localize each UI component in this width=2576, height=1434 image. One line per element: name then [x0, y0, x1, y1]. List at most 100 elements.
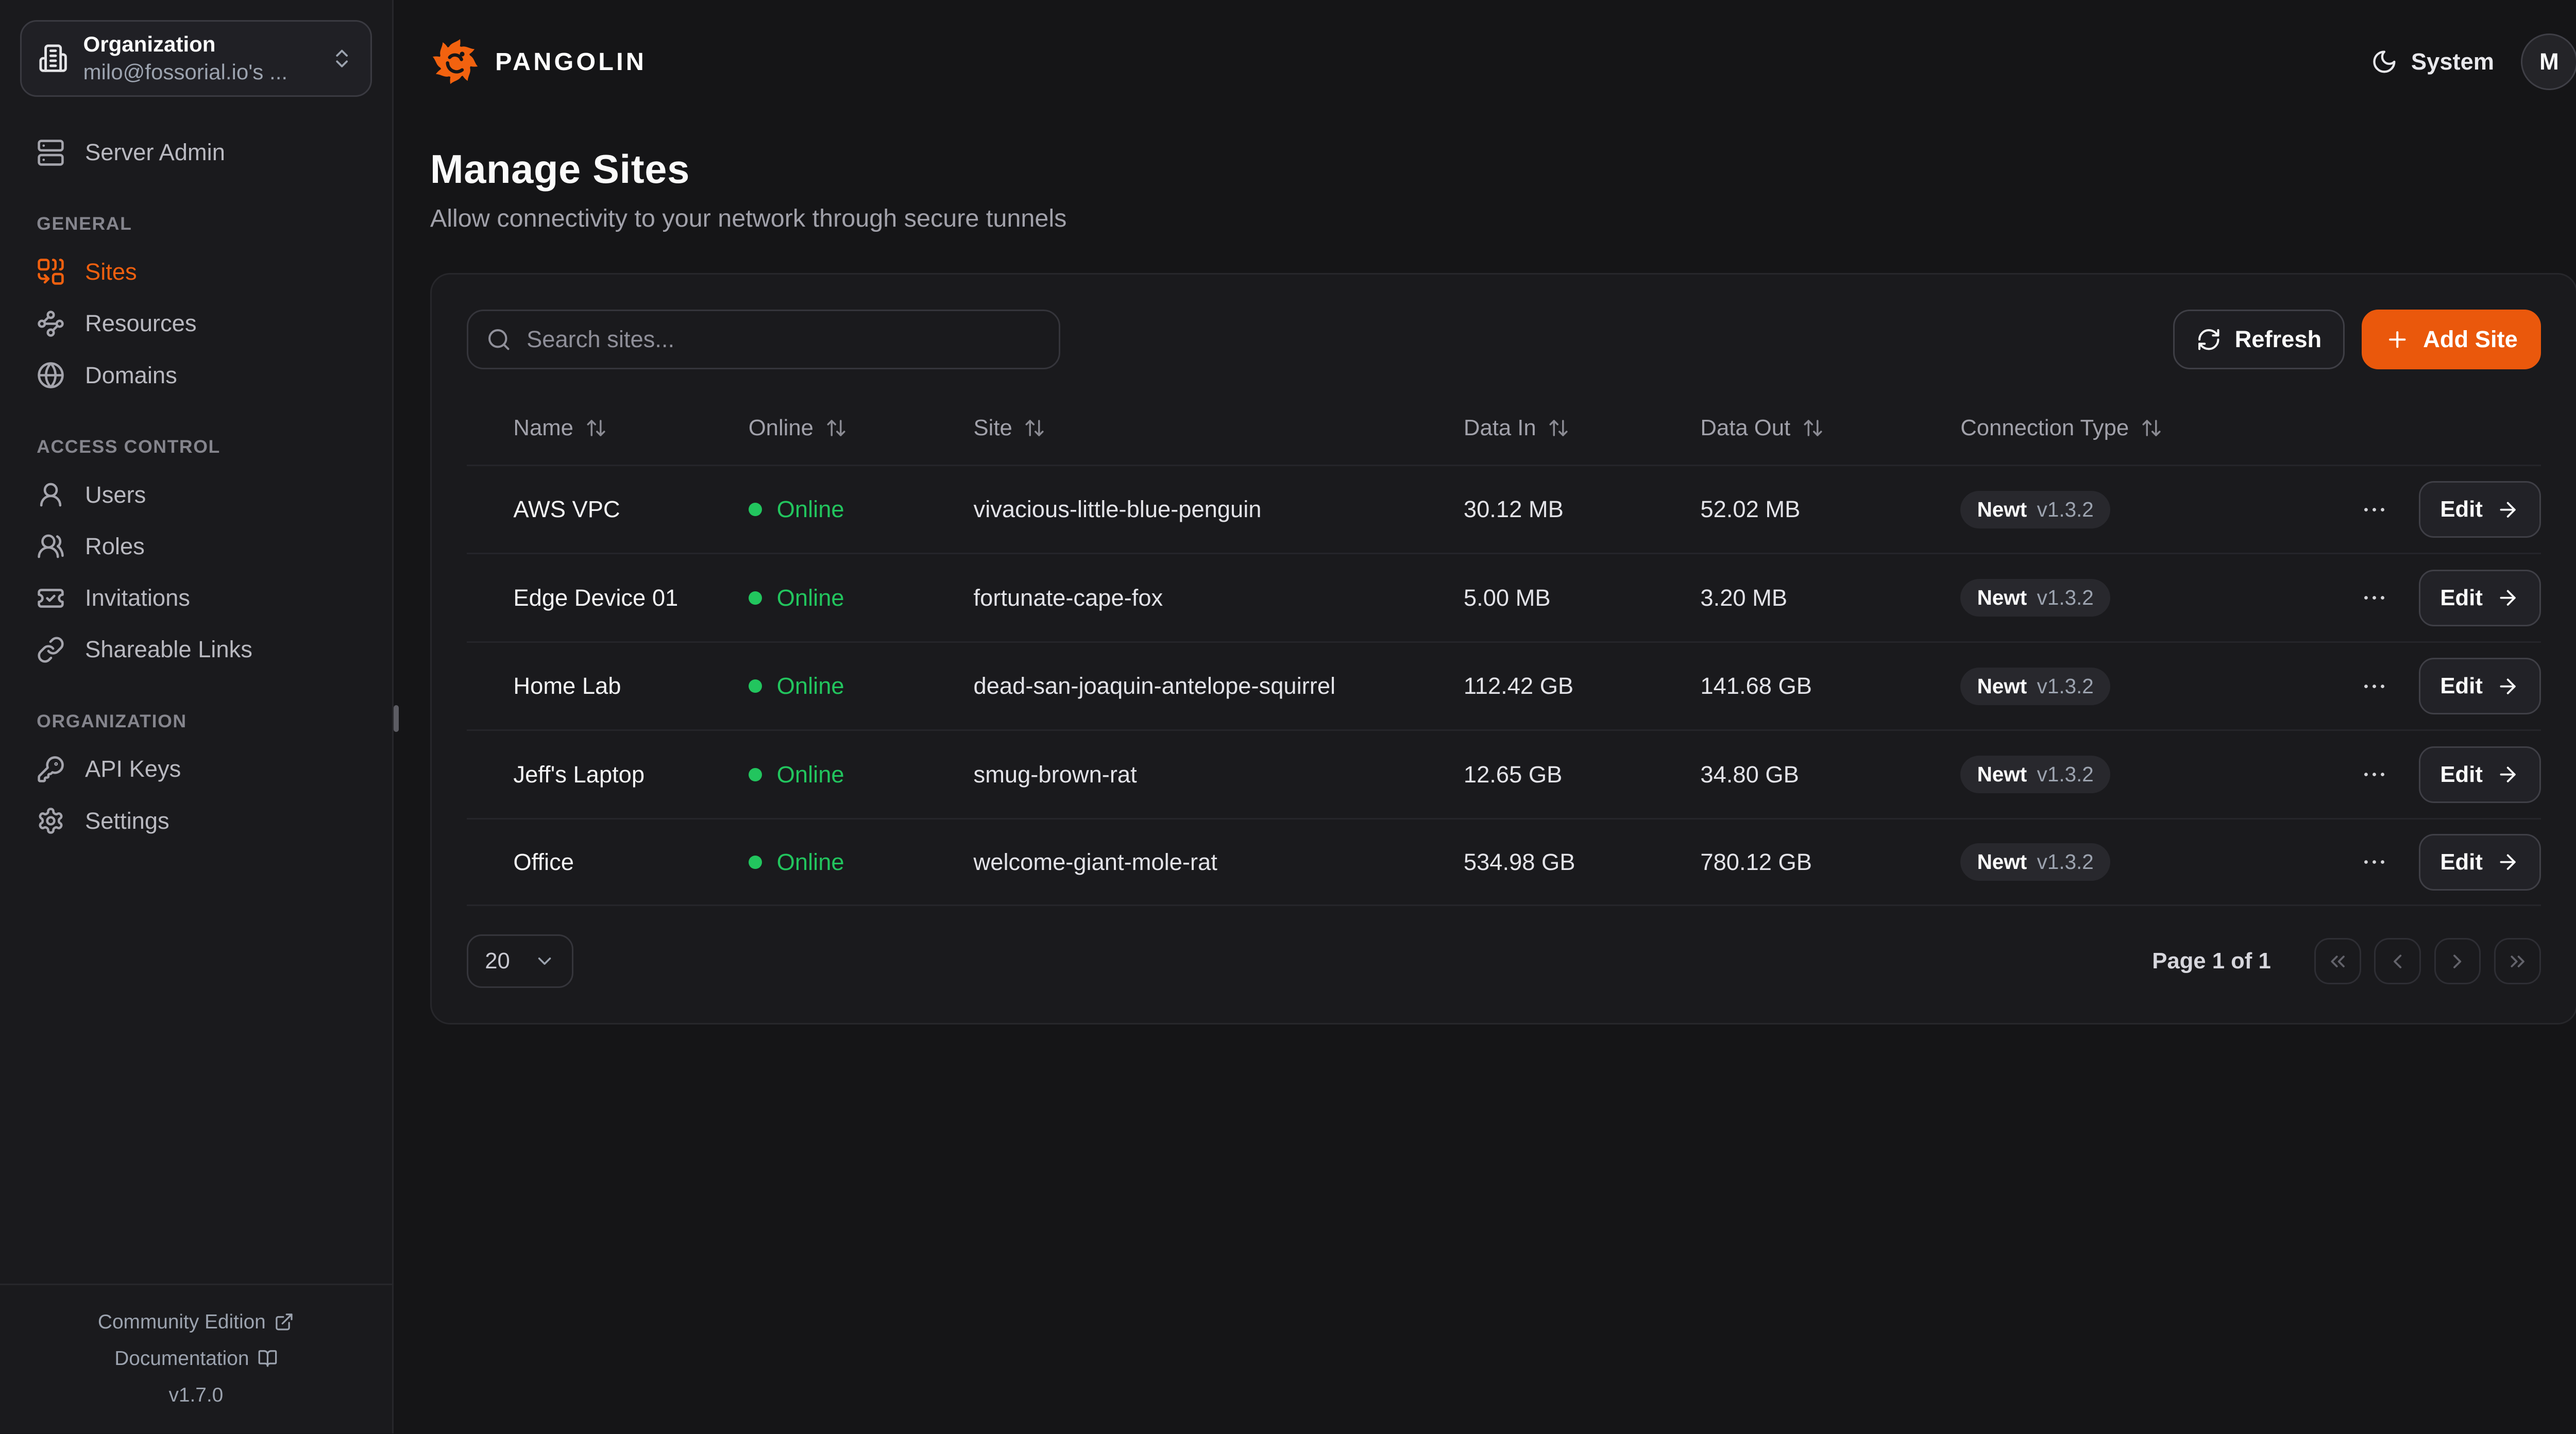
- row-menu-button[interactable]: [2360, 760, 2388, 789]
- topbar: PANGOLIN System M: [394, 0, 2576, 123]
- connection-type-badge: Newt v1.3.2: [1960, 667, 2111, 705]
- combine-icon: [37, 258, 65, 286]
- edit-button[interactable]: Edit: [2418, 658, 2541, 715]
- sidebar-item-invitations[interactable]: Invitations: [23, 572, 368, 624]
- sites-table: Name Online Site Data In Data Out Connec…: [466, 391, 2541, 907]
- column-header-label: Site: [973, 415, 1012, 440]
- add-site-button[interactable]: Add Site: [2361, 310, 2541, 370]
- documentation-link[interactable]: Documentation: [0, 1340, 392, 1377]
- sidebar-resize-handle[interactable]: [393, 705, 399, 732]
- sidebar-item-sites[interactable]: Sites: [23, 246, 368, 298]
- connection-version: v1.3.2: [2037, 850, 2094, 874]
- section-label-access-control: ACCESS CONTROL: [37, 436, 221, 457]
- column-header-label: Connection Type: [1960, 415, 2129, 440]
- sidebar-item-label: Settings: [85, 807, 170, 834]
- table-row: Jeff's Laptop Online smug-brown-rat 12.6…: [466, 729, 2541, 818]
- column-header-data-out[interactable]: Data Out: [1700, 415, 1960, 441]
- section-label-general: GENERAL: [37, 213, 132, 234]
- sidebar-item-users[interactable]: Users: [23, 469, 368, 520]
- last-page-button[interactable]: [2494, 937, 2541, 985]
- column-header-connection-type[interactable]: Connection Type: [1960, 415, 2354, 441]
- plus-icon: [2385, 327, 2410, 352]
- online-status: Online: [748, 585, 974, 611]
- edit-label: Edit: [2440, 497, 2483, 522]
- refresh-icon: [2196, 327, 2222, 352]
- data-in: 12.65 GB: [1463, 761, 1563, 788]
- online-dot-icon: [748, 679, 762, 693]
- theme-toggle-button[interactable]: System: [2371, 48, 2494, 75]
- org-selector[interactable]: Organization milo@fossorial.io's ...: [20, 20, 372, 97]
- sidebar-item-settings[interactable]: Settings: [23, 795, 368, 847]
- sidebar-item-api-keys[interactable]: API Keys: [23, 743, 368, 795]
- table-row: Office Online welcome-giant-mole-rat 534…: [466, 817, 2541, 907]
- avatar-initial: M: [2539, 48, 2559, 75]
- avatar[interactable]: M: [2520, 33, 2576, 90]
- online-dot-icon: [748, 503, 762, 517]
- connection-type: Newt: [1977, 674, 2027, 698]
- sites-card: Refresh Add Site Name Online Site Data I…: [430, 273, 2576, 1025]
- column-header-site[interactable]: Site: [974, 415, 1464, 441]
- site-slug: welcome-giant-mole-rat: [973, 848, 1217, 875]
- arrow-right-icon: [2500, 502, 2516, 518]
- data-out: 34.80 GB: [1700, 761, 1799, 788]
- sort-icon: [1804, 419, 1822, 436]
- row-actions: Edit: [2354, 658, 2541, 715]
- row-actions: Edit: [2354, 746, 2541, 803]
- main-area: PANGOLIN System M Manage Sites Allow con…: [393, 0, 2576, 1433]
- edit-button[interactable]: Edit: [2418, 481, 2541, 538]
- community-edition-link[interactable]: Community Edition: [0, 1304, 392, 1340]
- row-menu-button[interactable]: [2360, 496, 2388, 524]
- page-size-select[interactable]: 20: [466, 934, 573, 988]
- edit-label: Edit: [2440, 761, 2483, 787]
- page-size-value: 20: [485, 948, 510, 974]
- sidebar-item-shareable-links[interactable]: Shareable Links: [23, 624, 368, 675]
- edit-button[interactable]: Edit: [2418, 746, 2541, 803]
- sort-icon: [1025, 419, 1044, 436]
- sort-icon: [827, 419, 845, 436]
- row-menu-button[interactable]: [2360, 672, 2388, 701]
- site-name: Home Lab: [513, 673, 621, 699]
- sidebar-item-label: Resources: [85, 310, 197, 337]
- sort-icon: [2142, 419, 2161, 436]
- online-status: Online: [748, 761, 974, 788]
- moon-icon: [2371, 48, 2398, 75]
- sidebar-nav: Server Admin GENERAL Sites Resources Dom…: [20, 127, 372, 847]
- sort-icon: [1549, 419, 1568, 436]
- sites-toolbar: Refresh Add Site: [466, 310, 2541, 370]
- org-selector-label: Organization: [83, 31, 216, 56]
- column-header-name[interactable]: Name: [513, 415, 748, 441]
- row-menu-button[interactable]: [2360, 848, 2388, 876]
- table-row: Home Lab Online dead-san-joaquin-antelop…: [466, 641, 2541, 730]
- add-site-label: Add Site: [2423, 326, 2518, 353]
- pagination-right: Page 1 of 1: [2152, 937, 2541, 985]
- key-icon: [37, 755, 65, 783]
- site-slug: vivacious-little-blue-penguin: [973, 496, 1262, 523]
- connection-type: Newt: [1977, 586, 2027, 610]
- site-name: Edge Device 01: [513, 584, 679, 611]
- sidebar-item-domains[interactable]: Domains: [23, 349, 368, 401]
- refresh-button[interactable]: Refresh: [2173, 310, 2345, 370]
- org-selector-value: milo@fossorial.io's ...: [83, 59, 288, 84]
- gear-icon: [37, 807, 65, 835]
- row-menu-button[interactable]: [2360, 584, 2388, 612]
- online-label: Online: [776, 848, 844, 875]
- sidebar-item-resources[interactable]: Resources: [23, 298, 368, 349]
- edit-button[interactable]: Edit: [2418, 569, 2541, 626]
- connection-type: Newt: [1977, 497, 2027, 521]
- first-page-button[interactable]: [2314, 937, 2361, 985]
- column-header-online[interactable]: Online: [749, 415, 974, 441]
- page-subtitle: Allow connectivity to your network throu…: [430, 204, 1067, 233]
- sidebar-item-server-admin[interactable]: Server Admin: [23, 127, 368, 178]
- previous-page-button[interactable]: [2374, 937, 2421, 985]
- data-out: 780.12 GB: [1700, 848, 1812, 875]
- column-header-data-in[interactable]: Data In: [1464, 415, 1701, 441]
- next-page-button[interactable]: [2434, 937, 2481, 985]
- search-input[interactable]: [527, 326, 1041, 353]
- version-label: v1.7.0: [168, 1384, 224, 1406]
- refresh-label: Refresh: [2234, 326, 2322, 353]
- edit-button[interactable]: Edit: [2418, 833, 2541, 891]
- data-out: 141.68 GB: [1700, 673, 1812, 699]
- edit-label: Edit: [2440, 673, 2483, 699]
- sidebar-item-roles[interactable]: Roles: [23, 521, 368, 572]
